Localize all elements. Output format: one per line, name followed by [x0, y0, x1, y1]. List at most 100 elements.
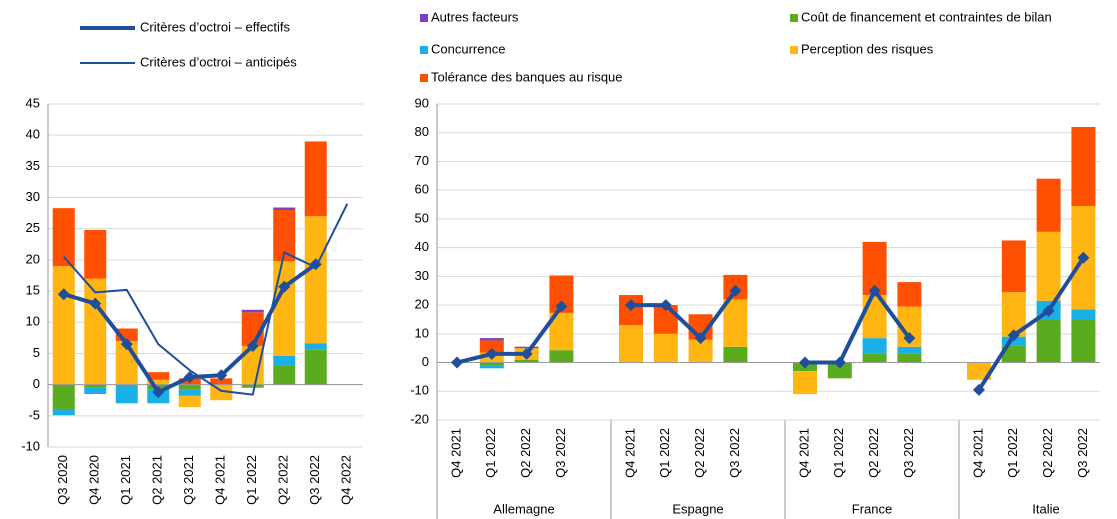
bar-segment: [84, 387, 107, 394]
bar-segment: [273, 261, 296, 356]
bar-segment: [1071, 126, 1096, 206]
y-tick-label: 0: [33, 376, 40, 391]
bar-segment: [723, 346, 748, 363]
x-tick-label: Q4 2021: [970, 428, 985, 478]
bar-segment: [273, 365, 296, 385]
y-tick-label: 70: [415, 153, 429, 168]
x-tick-label: Q1 2022: [657, 428, 672, 478]
y-tick-label: 0: [422, 354, 429, 369]
group-label: Italie: [1032, 501, 1059, 516]
y-tick-label: -10: [410, 383, 429, 398]
line-marker: [1042, 304, 1055, 317]
bar-segment: [84, 229, 107, 279]
bar-segment: [52, 266, 75, 385]
bar-segment: [479, 338, 504, 341]
y-tick-label: 40: [415, 239, 429, 254]
bar-segment: [688, 339, 713, 363]
line-marker: [694, 332, 707, 345]
y-tick-label: -10: [21, 438, 40, 453]
line: [805, 288, 912, 365]
y-tick-label: 90: [415, 95, 429, 110]
bar-segment: [1036, 319, 1061, 363]
bar-segment: [84, 384, 107, 388]
line-marker: [120, 338, 133, 351]
y-tick-label: -20: [410, 411, 429, 426]
y-tick-label: -5: [28, 407, 40, 422]
line-marker: [183, 371, 196, 384]
bar-segment: [52, 208, 75, 267]
x-tick-label: Q1 2022: [831, 428, 846, 478]
group-label: France: [852, 501, 892, 516]
y-tick-label: 45: [26, 95, 40, 110]
bar-segment: [479, 365, 504, 369]
x-tick-label: Q3 2022: [901, 428, 916, 478]
line-marker: [485, 347, 498, 360]
line-marker: [555, 300, 568, 313]
bar-segment: [862, 338, 887, 354]
x-tick-label: Q4 2021: [622, 428, 637, 478]
bar-segment: [210, 384, 233, 401]
y-tick-label: 60: [415, 182, 429, 197]
bar-segment: [273, 207, 296, 211]
bar-segment: [862, 353, 887, 363]
line-marker: [520, 347, 533, 360]
x-tick-label: Q4 2021: [796, 428, 811, 478]
bar-segment: [723, 299, 748, 347]
bar-segment: [653, 333, 678, 363]
group-label: Allemagne: [493, 501, 554, 516]
bar-segment: [147, 372, 170, 380]
x-tick-label: Q4 2021: [448, 428, 463, 478]
line-marker: [451, 356, 463, 369]
bar-segment: [115, 384, 138, 404]
bar-segment: [147, 379, 170, 385]
bar-segment: [178, 395, 201, 408]
y-tick-label: 50: [415, 210, 429, 225]
legend-label: Perception des risques: [801, 41, 934, 56]
y-tick-label: 30: [415, 268, 429, 283]
line-marker: [833, 356, 846, 369]
bar-segment: [479, 340, 504, 353]
x-tick-label: Q4 2021: [213, 455, 228, 505]
bar-segment: [793, 371, 817, 395]
x-tick-label: Q1 2021: [118, 455, 133, 505]
line-marker: [246, 339, 259, 352]
line: [977, 256, 1086, 391]
legend-swatch: [420, 14, 428, 22]
bar-segment: [827, 362, 852, 379]
x-tick-label: Q2 2022: [692, 428, 707, 478]
y-tick-label: 35: [26, 158, 40, 173]
bar-segment: [967, 362, 991, 380]
bar-segment: [514, 359, 539, 363]
bar-segment: [897, 282, 922, 307]
bar-segment: [178, 384, 201, 390]
bar-segment: [1036, 178, 1061, 232]
x-tick-label: Q2 2022: [866, 428, 881, 478]
bar-segment: [273, 355, 296, 366]
x-tick-label: Q3 2020: [55, 455, 70, 505]
line-marker: [278, 280, 291, 293]
bar-segment: [52, 384, 75, 409]
bar-segment: [897, 346, 922, 354]
line-marker: [215, 369, 228, 382]
line-marker: [89, 297, 102, 310]
x-tick-label: Q3 2022: [727, 428, 742, 478]
legend-label: Coût de financement et contraintes de bi…: [801, 9, 1052, 24]
group-label: Espagne: [672, 501, 723, 516]
y-tick-label: 80: [415, 124, 429, 139]
line-marker: [1007, 329, 1020, 342]
line-marker: [625, 299, 637, 312]
x-tick-label: Q4 2022: [339, 455, 354, 505]
bar-segment: [241, 345, 264, 385]
bar-segment: [549, 350, 574, 363]
bar-segment: [84, 278, 107, 385]
y-tick-label: 25: [26, 220, 40, 235]
x-tick-label: Q1 2022: [244, 455, 259, 505]
bar-segment: [304, 216, 327, 344]
bar-segment: [1001, 240, 1026, 293]
line: [631, 289, 738, 341]
x-tick-label: Q2 2022: [1040, 428, 1055, 478]
bar-segment: [1001, 345, 1026, 363]
y-tick-label: 20: [26, 251, 40, 266]
bar-segment: [1036, 231, 1061, 301]
